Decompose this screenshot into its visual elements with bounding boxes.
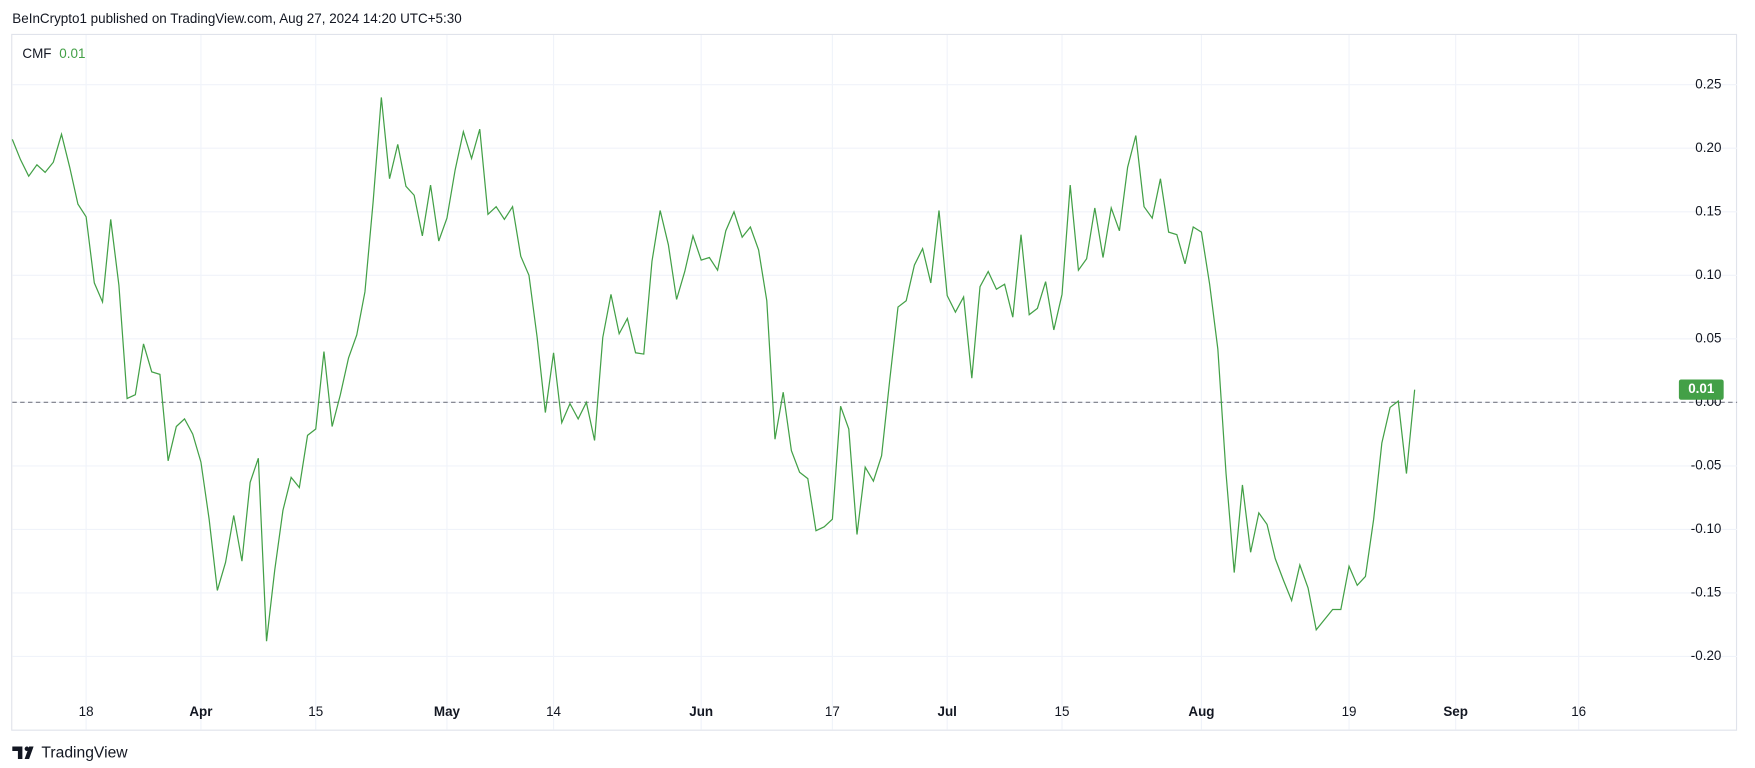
x-tick-label: Jun (689, 704, 713, 719)
legend-value: 0.01 (59, 46, 85, 61)
pane-border (11, 33, 1738, 731)
x-tick-label: 17 (825, 704, 840, 719)
x-tick-label: Aug (1188, 704, 1214, 719)
x-tick-label: 14 (546, 704, 561, 719)
last-value-badge (1678, 379, 1724, 400)
x-tick-label: Apr (189, 704, 213, 719)
x-tick-label: 15 (308, 704, 323, 719)
x-tick-label: Jul (938, 704, 957, 719)
x-tick-label: 18 (79, 704, 94, 719)
y-tick-label: 0.10 (1695, 267, 1721, 282)
legend-name: CMF (22, 46, 51, 61)
y-tick-label: 0.05 (1695, 330, 1721, 345)
y-tick-label: 0.15 (1695, 203, 1721, 218)
y-tick-label: 0.20 (1695, 140, 1721, 155)
y-tick-label: -0.15 (1691, 584, 1722, 599)
publish-info: BeInCrypto1 published on TradingView.com… (12, 11, 461, 26)
y-tick-label: -0.05 (1691, 457, 1722, 472)
x-tick-label: 19 (1342, 704, 1357, 719)
x-tick-label: May (434, 704, 461, 719)
plot (11, 97, 1738, 642)
y-tick-label: -0.10 (1691, 521, 1722, 536)
y-tick-label: 0.25 (1695, 76, 1721, 91)
y-tick-label: -0.20 (1691, 648, 1722, 663)
brand-name: TradingView (41, 744, 128, 761)
x-tick-label: 16 (1571, 704, 1586, 719)
grid (12, 35, 1738, 730)
last-value-label: 0.01 (1688, 381, 1715, 396)
x-tick-label: Sep (1443, 704, 1468, 719)
x-tick-label: 15 (1055, 704, 1070, 719)
brand-logo (12, 746, 34, 759)
cmf-line (11, 97, 1416, 642)
